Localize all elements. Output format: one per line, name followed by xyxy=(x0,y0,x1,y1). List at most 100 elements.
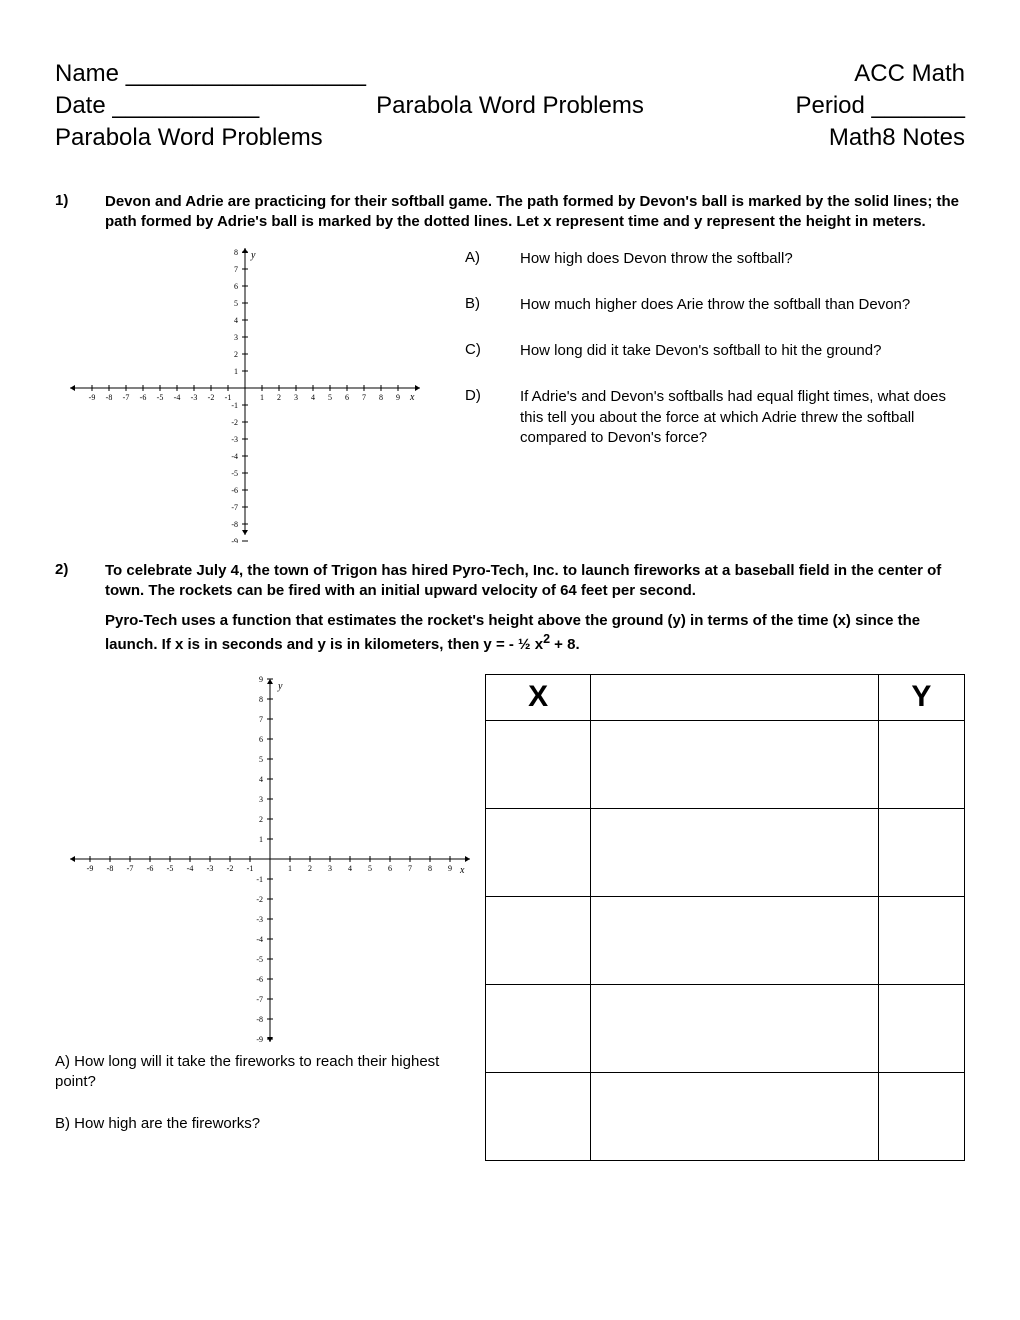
svg-text:-5: -5 xyxy=(256,955,263,964)
header-row-3: Parabola Word Problems Math8 Notes xyxy=(55,124,965,152)
table-row[interactable] xyxy=(486,1072,965,1160)
svg-text:-9: -9 xyxy=(87,864,94,873)
svg-text:8: 8 xyxy=(259,695,263,704)
svg-text:y: y xyxy=(277,681,283,692)
svg-text:3: 3 xyxy=(259,795,263,804)
svg-text:-2: -2 xyxy=(227,864,234,873)
svg-text:-9: -9 xyxy=(89,393,96,402)
problem-2-number: 2) xyxy=(55,561,105,602)
doc-subtitle: Parabola Word Problems xyxy=(55,124,510,152)
svg-text:3: 3 xyxy=(234,333,238,342)
svg-text:-7: -7 xyxy=(256,995,263,1004)
svg-text:-1: -1 xyxy=(225,393,232,402)
svg-text:-6: -6 xyxy=(140,393,147,402)
svg-text:9: 9 xyxy=(259,675,263,684)
svg-text:7: 7 xyxy=(259,715,263,724)
svg-text:9: 9 xyxy=(396,393,400,402)
svg-text:-3: -3 xyxy=(231,435,238,444)
question-1a-letter: A) xyxy=(465,249,520,269)
problem-2-body2: Pyro-Tech uses a function that estimates… xyxy=(105,611,965,656)
svg-text:-3: -3 xyxy=(191,393,198,402)
header-row-1: Name __________________ ACC Math xyxy=(55,60,965,88)
svg-text:6: 6 xyxy=(345,393,349,402)
problem-1-graph: -9-9-8-8-7-7-6-6-5-5-4-4-3-3-2-2-1-11122… xyxy=(55,243,455,543)
svg-text:1: 1 xyxy=(288,864,292,873)
svg-text:-7: -7 xyxy=(127,864,134,873)
table-col-x: X xyxy=(486,674,591,720)
problem-2-content: -9-9-8-8-7-7-6-6-5-5-4-4-3-3-2-2-1-11122… xyxy=(55,674,965,1161)
xy-table: X Y xyxy=(485,674,965,1161)
svg-text:-7: -7 xyxy=(123,393,130,402)
svg-text:1: 1 xyxy=(234,367,238,376)
svg-text:x: x xyxy=(409,392,415,403)
question-1b-letter: B) xyxy=(465,295,520,315)
svg-text:-1: -1 xyxy=(231,401,238,410)
svg-text:-9: -9 xyxy=(256,1035,263,1044)
question-1c-text: How long did it take Devon's softball to… xyxy=(520,341,965,361)
svg-text:-5: -5 xyxy=(167,864,174,873)
svg-text:-6: -6 xyxy=(147,864,154,873)
question-1a-text: How high does Devon throw the softball? xyxy=(520,249,965,269)
svg-text:-6: -6 xyxy=(231,486,238,495)
name-field[interactable]: Name __________________ xyxy=(55,60,510,88)
question-2b: B) How high are the fireworks? xyxy=(55,1114,475,1134)
svg-text:-7: -7 xyxy=(231,503,238,512)
problem-2-equation-a: Pyro-Tech uses a function that estimates… xyxy=(105,612,920,653)
problem-1-body: Devon and Adrie are practicing for their… xyxy=(105,192,965,233)
svg-text:2: 2 xyxy=(259,815,263,824)
coordinate-grid-2: -9-9-8-8-7-7-6-6-5-5-4-4-3-3-2-2-1-11122… xyxy=(55,674,475,1044)
svg-text:-8: -8 xyxy=(231,520,238,529)
svg-text:-2: -2 xyxy=(256,895,263,904)
problem-2-left: -9-9-8-8-7-7-6-6-5-5-4-4-3-3-2-2-1-11122… xyxy=(55,674,475,1161)
problem-2: 2) To celebrate July 4, the town of Trig… xyxy=(55,561,965,602)
svg-text:-8: -8 xyxy=(106,393,113,402)
svg-text:-9: -9 xyxy=(231,537,238,543)
svg-text:2: 2 xyxy=(277,393,281,402)
svg-text:7: 7 xyxy=(234,265,238,274)
question-1a: A) How high does Devon throw the softbal… xyxy=(465,249,965,269)
table-row[interactable] xyxy=(486,984,965,1072)
svg-text:8: 8 xyxy=(428,864,432,873)
problem-2-body1: To celebrate July 4, the town of Trigon … xyxy=(105,561,965,602)
svg-text:-2: -2 xyxy=(231,418,238,427)
svg-text:-8: -8 xyxy=(107,864,114,873)
problem-1-number: 1) xyxy=(55,192,105,233)
svg-text:2: 2 xyxy=(308,864,312,873)
svg-text:5: 5 xyxy=(259,755,263,764)
table-row[interactable] xyxy=(486,720,965,808)
svg-text:4: 4 xyxy=(259,775,263,784)
question-1c: C) How long did it take Devon's softball… xyxy=(465,341,965,361)
svg-text:5: 5 xyxy=(234,299,238,308)
question-1b: B) How much higher does Arie throw the s… xyxy=(465,295,965,315)
svg-text:6: 6 xyxy=(259,735,263,744)
question-1d: D) If Adrie's and Devon's softballs had … xyxy=(465,387,965,448)
svg-text:-4: -4 xyxy=(174,393,181,402)
svg-text:-3: -3 xyxy=(207,864,214,873)
problem-2-body2-row: Pyro-Tech uses a function that estimates… xyxy=(55,611,965,656)
svg-text:7: 7 xyxy=(362,393,366,402)
svg-text:8: 8 xyxy=(379,393,383,402)
problem-1-content: -9-9-8-8-7-7-6-6-5-5-4-4-3-3-2-2-1-11122… xyxy=(55,243,965,543)
problem-1-questions: A) How high does Devon throw the softbal… xyxy=(455,243,965,543)
table-row[interactable] xyxy=(486,896,965,984)
svg-text:-4: -4 xyxy=(231,452,238,461)
svg-text:-1: -1 xyxy=(247,864,254,873)
svg-text:7: 7 xyxy=(408,864,412,873)
svg-text:-4: -4 xyxy=(256,935,263,944)
svg-text:8: 8 xyxy=(234,248,238,257)
header-row-2: Date ___________ Parabola Word Problems … xyxy=(55,92,965,120)
date-field[interactable]: Date ___________ xyxy=(55,92,358,120)
svg-text:4: 4 xyxy=(348,864,352,873)
svg-text:-3: -3 xyxy=(256,915,263,924)
question-1d-letter: D) xyxy=(465,387,520,448)
svg-text:-1: -1 xyxy=(256,875,263,884)
period-field[interactable]: Period _______ xyxy=(662,92,965,120)
svg-text:5: 5 xyxy=(328,393,332,402)
problem-2-equation-b: + 8. xyxy=(550,636,580,653)
table-row[interactable] xyxy=(486,808,965,896)
table-col-y: Y xyxy=(878,674,964,720)
svg-text:-8: -8 xyxy=(256,1015,263,1024)
svg-text:6: 6 xyxy=(234,282,238,291)
svg-text:y: y xyxy=(250,250,256,261)
svg-text:1: 1 xyxy=(259,835,263,844)
